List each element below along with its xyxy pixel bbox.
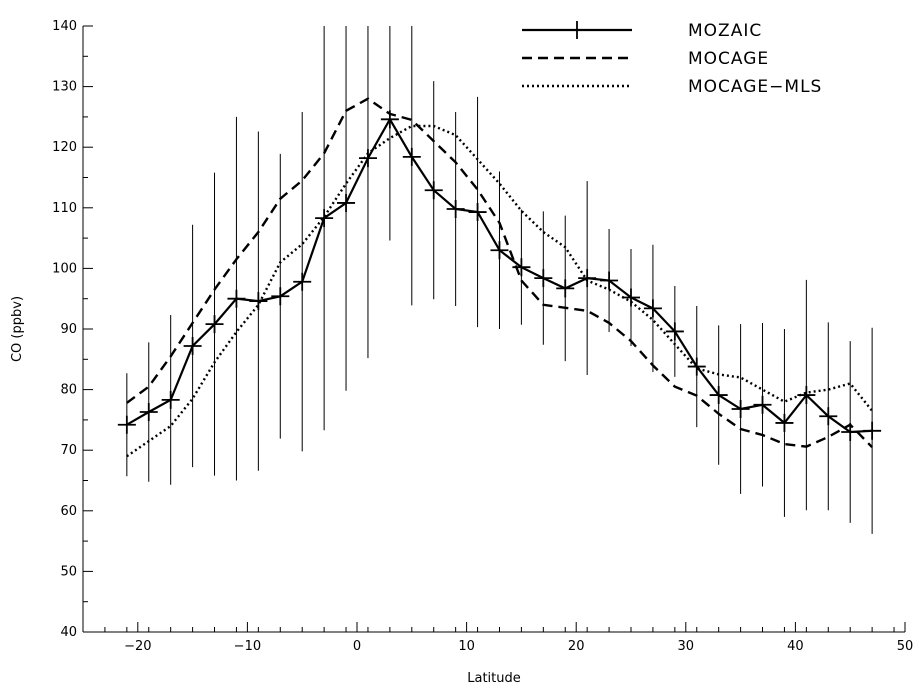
data-point-marker (512, 258, 531, 277)
data-point-marker (380, 110, 399, 129)
x-axis-label: Latitude (467, 671, 521, 684)
data-point-marker (424, 181, 443, 200)
y-tick-label: 120 (52, 140, 77, 155)
data-point-marker (183, 336, 202, 355)
data-point-marker (293, 272, 312, 291)
legend-item: MOCAGE−MLS (522, 77, 822, 97)
series-layer (117, 26, 882, 534)
data-point-marker (841, 423, 860, 442)
data-point-marker (775, 413, 794, 432)
data-point-marker (337, 193, 356, 212)
data-point-marker (622, 288, 640, 307)
data-point-marker (490, 241, 509, 260)
x-tick-label: −20 (124, 639, 151, 654)
data-point-marker (534, 269, 553, 288)
data-point-marker (753, 395, 772, 414)
legend-item: MOZAIC (522, 21, 762, 41)
data-point-marker (117, 415, 136, 434)
data-point-marker (731, 399, 750, 418)
y-tick-label: 130 (52, 80, 77, 95)
data-point-marker (402, 147, 421, 166)
data-point-marker (709, 386, 728, 405)
axes: 40 50 60 70 80 90 100 110 120 130 140 −20 −10 0 10 20 30… (52, 19, 913, 654)
data-point-marker (358, 149, 377, 168)
y-tick-label: 140 (52, 19, 77, 34)
data-point-marker (139, 403, 158, 422)
y-tick-label: 50 (60, 564, 77, 579)
x-tick-label: 30 (678, 639, 695, 654)
x-tick-label: 50 (897, 639, 914, 654)
legend-item: MOCAGE (522, 49, 769, 69)
x-tick-label: 20 (568, 639, 585, 654)
x-tick-label: 10 (458, 639, 475, 654)
data-point-marker (819, 407, 838, 426)
data-point-marker (578, 269, 597, 288)
data-point-marker (665, 322, 684, 341)
data-point-marker (161, 390, 180, 409)
data-point-marker (249, 292, 268, 311)
x-tick-label: 0 (353, 639, 361, 654)
series-line (126, 124, 874, 458)
data-point-marker (797, 386, 816, 405)
y-tick-label: 100 (52, 261, 77, 276)
y-tick-label: 80 (60, 383, 77, 398)
data-point-marker (227, 289, 246, 308)
x-tick-label: 40 (787, 639, 804, 654)
legend-label: MOZAIC (688, 21, 762, 41)
y-tick-label: 70 (60, 443, 77, 458)
series-mocage-mls (126, 124, 874, 458)
legend: MOZAIC MOCAGE MOCAGE−MLS (522, 21, 822, 97)
data-point-marker (643, 299, 662, 318)
data-point-marker (863, 421, 882, 440)
series-mozaic (117, 26, 882, 534)
data-point-marker (446, 200, 465, 219)
data-point-marker (315, 209, 334, 228)
data-point-marker (600, 271, 619, 290)
x-tick-label: −10 (234, 639, 261, 654)
y-tick-label: 40 (60, 625, 77, 640)
y-tick-label: 60 (60, 504, 77, 519)
y-tick-label: 90 (60, 322, 77, 337)
data-point-marker (205, 315, 224, 334)
legend-label: MOCAGE (688, 49, 769, 69)
legend-label: MOCAGE−MLS (688, 77, 822, 97)
data-point-marker (271, 287, 290, 306)
data-point-marker (468, 203, 487, 222)
data-point-marker (556, 279, 575, 298)
y-axis-label: CO (ppbv) (10, 296, 25, 362)
y-tick-label: 110 (52, 201, 77, 216)
data-point-marker (687, 357, 706, 376)
